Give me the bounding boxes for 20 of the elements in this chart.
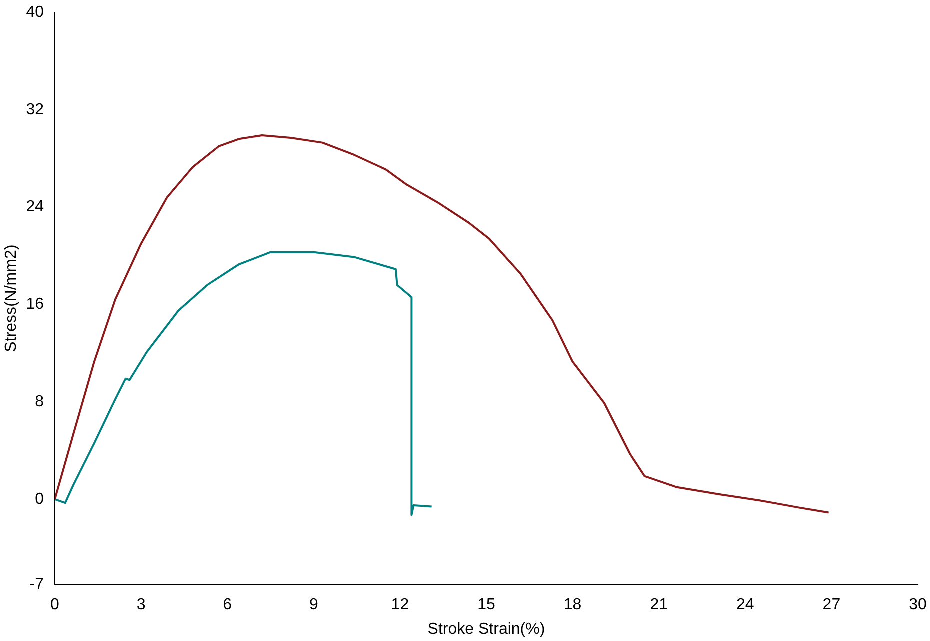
x-tick-label: 18 [564,596,582,614]
x-tick-label: 21 [650,596,668,614]
x-tick-label: 24 [736,596,754,614]
x-tick-label: 27 [822,596,841,614]
x-tick-label: 3 [136,596,146,614]
y-tick-label: 32 [26,101,44,118]
y-tick-label: -7 [30,576,44,594]
x-tick-label: 30 [909,596,927,614]
x-tick-label: 12 [391,596,410,614]
y-tick-label: 8 [35,393,44,410]
y-tick-label: 40 [26,4,44,22]
x-tick-label: 0 [50,596,60,614]
x-tick-label: 15 [478,596,496,614]
x-tick-label: 6 [223,596,232,614]
x-tick-label: 9 [309,596,318,614]
x-axis-title: Stroke Strain(%) [428,620,546,638]
y-tick-label: 24 [26,198,44,216]
y-axis-title: Stress(N/mm2) [3,244,20,352]
y-tick-label: 0 [35,490,44,508]
y-tick-label: 16 [26,296,44,314]
